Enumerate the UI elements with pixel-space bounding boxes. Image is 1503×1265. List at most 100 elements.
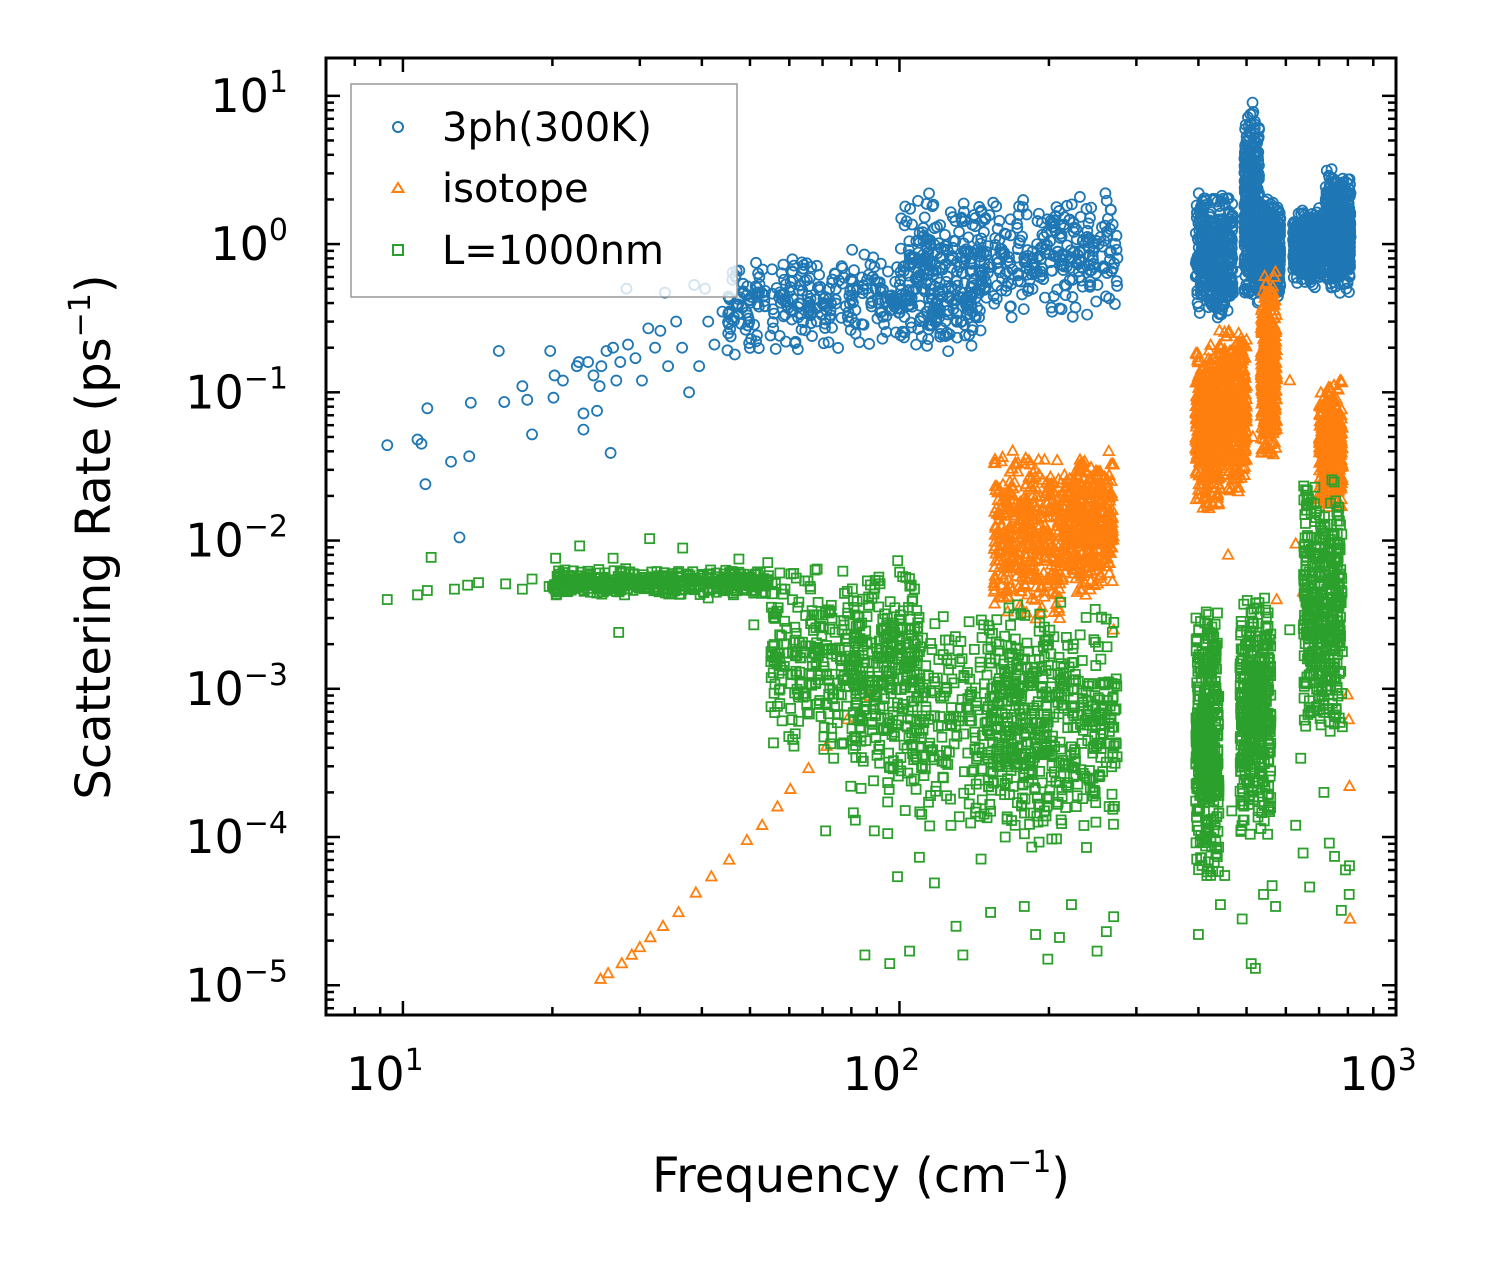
point-3ph-300k- [654, 324, 667, 337]
point-3ph-300k- [1017, 303, 1030, 316]
point-3ph-300k- [953, 226, 965, 238]
point-3ph-300k- [1011, 218, 1023, 230]
point-3ph-300k- [879, 295, 892, 308]
point-3ph-300k- [904, 316, 917, 329]
point-3ph-300k- [819, 322, 831, 334]
point-3ph-300k- [526, 428, 538, 441]
point-3ph-300k- [1076, 280, 1089, 293]
point-3ph-300k- [1209, 193, 1222, 205]
point-3ph-300k- [725, 313, 738, 326]
point-3ph-300k- [1047, 214, 1060, 227]
point-3ph-300k- [877, 283, 889, 296]
point-3ph-300k- [463, 450, 476, 463]
point-3ph-300k- [1066, 274, 1079, 286]
point-3ph-300k- [756, 263, 769, 276]
point-3ph-300k- [973, 304, 986, 317]
point-3ph-300k- [708, 338, 721, 351]
point-3ph-300k- [1101, 229, 1114, 242]
point-3ph-300k- [946, 211, 959, 224]
point-3ph-300k- [864, 258, 877, 271]
point-3ph-300k- [915, 330, 928, 343]
point-3ph-300k- [1105, 244, 1117, 257]
point-3ph-300k- [945, 254, 958, 267]
point-3ph-300k- [795, 323, 808, 336]
point-3ph-300k- [778, 273, 790, 286]
point-3ph-300k- [805, 303, 817, 316]
point-3ph-300k- [992, 256, 1005, 269]
point-3ph-300k- [750, 256, 762, 269]
point-3ph-300k- [670, 315, 683, 328]
point-3ph-300k- [871, 312, 884, 325]
point-3ph-300k- [676, 341, 689, 354]
point-3ph-300k- [932, 285, 945, 298]
point-3ph-300k- [1016, 288, 1028, 301]
point-3ph-300k- [796, 256, 808, 269]
point-3ph-300k- [1082, 217, 1095, 230]
point-3ph-300k- [1210, 294, 1223, 306]
point-3ph-300k- [649, 341, 661, 354]
point-3ph-300k- [610, 374, 623, 387]
point-3ph-300k- [1100, 290, 1112, 303]
point-3ph-300k- [996, 246, 1009, 258]
point-isotope [1050, 453, 1064, 466]
point-3ph-300k- [1091, 279, 1104, 291]
point-3ph-300k- [987, 196, 1000, 209]
point-3ph-300k- [973, 201, 986, 213]
point-3ph-300k- [993, 214, 1006, 227]
point-3ph-300k- [775, 267, 788, 280]
point-3ph-300k- [957, 237, 970, 250]
point-3ph-300k- [732, 298, 745, 311]
point-3ph-300k- [1090, 295, 1103, 308]
point-3ph-300k- [544, 345, 557, 357]
point-3ph-300k- [853, 336, 866, 349]
point-3ph-300k- [912, 323, 925, 336]
point-3ph-300k- [683, 386, 695, 399]
point-3ph-300k- [750, 335, 763, 348]
point-3ph-300k- [912, 271, 924, 283]
point-3ph-300k- [1215, 263, 1228, 276]
point-3ph-300k- [453, 531, 466, 544]
point-3ph-300k- [957, 197, 970, 210]
point-3ph-300k- [702, 315, 715, 328]
point-3ph-300k- [965, 339, 978, 352]
point-3ph-300k- [1021, 244, 1034, 256]
point-3ph-300k- [547, 391, 560, 404]
point-3ph-300k- [797, 262, 810, 275]
point-3ph-300k- [1225, 275, 1238, 288]
point-3ph-300k- [856, 318, 868, 331]
point-3ph-300k- [1203, 214, 1216, 227]
point-3ph-300k- [956, 215, 968, 228]
point-3ph-300k- [419, 478, 432, 491]
point-3ph-300k- [942, 345, 955, 358]
point-3ph-300k- [842, 306, 855, 319]
point-3ph-300k- [832, 342, 845, 354]
point-3ph-300k- [964, 286, 977, 299]
point-3ph-300k- [1089, 267, 1102, 280]
point-3ph-300k- [1081, 231, 1094, 243]
point-3ph-300k- [779, 335, 792, 348]
point-3ph-300k- [1203, 208, 1216, 221]
point-3ph-300k- [977, 246, 990, 259]
point-3ph-300k- [693, 360, 706, 373]
point-3ph-300k- [1202, 235, 1215, 248]
point-3ph-300k- [604, 447, 617, 459]
point-3ph-300k- [759, 284, 772, 297]
point-3ph-300k- [1004, 257, 1017, 270]
point-3ph-300k- [817, 297, 830, 309]
point-3ph-300k- [1068, 221, 1081, 234]
point-3ph-300k- [1110, 243, 1123, 256]
point-3ph-300k- [1109, 298, 1121, 310]
point-3ph-300k- [577, 407, 590, 420]
point-3ph-300k- [817, 337, 830, 350]
point-3ph-300k- [896, 325, 909, 338]
point-3ph-300k- [835, 311, 848, 324]
point-3ph-300k- [966, 264, 979, 277]
point-3ph-300k- [1026, 283, 1039, 295]
point-3ph-300k- [791, 343, 804, 356]
point-3ph-300k- [829, 283, 842, 295]
point-3ph-300k- [910, 338, 922, 351]
point-3ph-300k- [929, 258, 942, 271]
point-3ph-300k- [1055, 258, 1067, 271]
point-3ph-300k- [768, 307, 780, 320]
point-3ph-300k- [1204, 297, 1217, 310]
